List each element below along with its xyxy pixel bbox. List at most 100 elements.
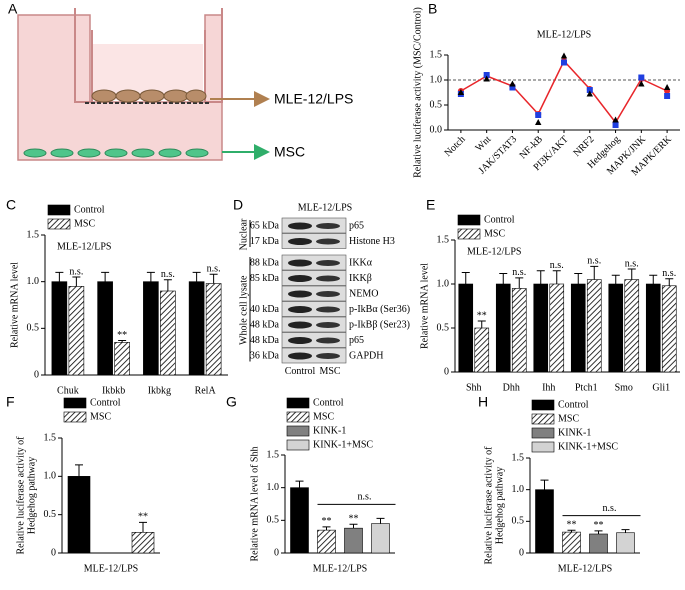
panel-letter: B (428, 1, 437, 17)
legend-swatch (286, 411, 310, 423)
bar (624, 279, 640, 373)
error-bar (499, 272, 508, 284)
bar (661, 285, 677, 373)
legend-label: KINK-1 (558, 427, 591, 438)
x-tick-label: Ikbkg (148, 385, 171, 396)
band (288, 275, 312, 282)
bar (562, 531, 581, 554)
error-bar (540, 479, 549, 490)
y-axis-label: Relative luciferase activity of (483, 446, 494, 565)
y-tick-label: 0.5 (437, 322, 450, 333)
y-tick-label: 1.0 (437, 278, 450, 289)
error-bar (75, 464, 83, 477)
bar (67, 476, 91, 554)
lane-label: Control (285, 366, 316, 377)
legend-swatch (47, 218, 71, 230)
point (561, 59, 567, 66)
protein-label: NEMO (349, 288, 378, 299)
label: MLE-12/LPS (274, 91, 353, 107)
bar (458, 283, 474, 373)
legend-label: KINK-1+MSC (558, 441, 618, 452)
y-axis-label: Hedgehog pathway (494, 467, 505, 544)
point (483, 75, 490, 82)
group-label: Whole cell lysate (238, 275, 249, 345)
panel-letter: C (6, 197, 16, 213)
error-bar (594, 530, 603, 534)
protein-label: GAPDH (349, 350, 383, 361)
point (457, 89, 465, 95)
significance: n.s. (662, 268, 676, 279)
y-tick-label: 0.5 (44, 509, 57, 520)
legend-label: Control (90, 397, 121, 408)
x-tick-label: Notch (443, 134, 468, 159)
legend-swatch (531, 441, 555, 453)
y-axis-label: Relative mRNA level (9, 262, 20, 348)
error-bar (477, 320, 486, 328)
significance: n.s. (207, 263, 221, 274)
y-tick-label: 0.0 (430, 124, 443, 135)
band (288, 259, 312, 267)
legend-swatch (531, 427, 555, 439)
significance: ** (594, 520, 604, 531)
bar (474, 327, 490, 373)
kda-label: 36 kDa (250, 350, 280, 361)
y-tick-label: 0 (51, 547, 56, 558)
protein-label: p-IkBβ (Ser23) (349, 319, 410, 330)
significance: ** (477, 310, 487, 321)
point (612, 116, 619, 123)
panel-letter: E (426, 197, 435, 213)
band (316, 322, 340, 328)
kda-label: 17 kDa (250, 236, 280, 247)
bar (317, 529, 336, 554)
point (560, 52, 568, 59)
band (288, 352, 312, 360)
y-tick-label: 1.0 (267, 482, 280, 493)
legend-swatch (457, 214, 481, 226)
error-bar (72, 276, 81, 287)
legend-swatch (63, 411, 87, 423)
y-tick-label: 1.5 (27, 229, 40, 240)
y-tick-label: 1.5 (512, 452, 525, 463)
bar (131, 531, 155, 554)
point (509, 84, 516, 91)
band (288, 238, 312, 245)
panel-letter: A (8, 1, 18, 17)
protein-label: Histone H3 (349, 236, 395, 247)
point (612, 122, 619, 128)
bar (205, 283, 222, 376)
x-tick-label: Smo (615, 382, 633, 393)
transwell-diagram: A MLE-12/LPS MSC (8, 1, 353, 161)
legend-label: MSC (558, 413, 579, 424)
error-bar (649, 274, 658, 284)
bar (143, 281, 159, 376)
y-tick-label: 1.5 (437, 234, 450, 245)
y-tick-label: 1.0 (27, 276, 40, 287)
kda-label: 88 kDa (250, 257, 280, 268)
bar (114, 342, 130, 376)
y-tick-label: 0 (519, 547, 524, 558)
protein-label: p65 (349, 335, 364, 346)
kda-label: 40 kDa (250, 304, 280, 315)
kda-label: 65 kDa (250, 220, 280, 231)
band (316, 238, 340, 245)
protein-label: p-IkBα (Ser36) (349, 304, 410, 315)
chart-title: MLE-12/LPS (537, 29, 591, 40)
y-axis-label: Relative luciferase activity (MSC/Contro… (412, 7, 423, 178)
chart: C 0 0.5 1.0 1.5 Relative mRNA level MLE-12/LPS… (6, 197, 228, 396)
legend-label: MSC (313, 411, 334, 422)
panel-letter: H (478, 394, 488, 410)
bar (160, 290, 176, 376)
bar (645, 283, 661, 373)
y-tick-label: 0 (444, 366, 449, 377)
error-bar (101, 271, 110, 282)
point (586, 87, 593, 93)
point (535, 112, 542, 118)
y-tick-label: 1.0 (44, 471, 57, 482)
band (288, 290, 312, 298)
legend-swatch (286, 425, 310, 437)
x-tick-label: Wnt (473, 134, 493, 154)
bar (290, 487, 309, 554)
error-bar (55, 271, 64, 282)
kda-label: 85 kDa (250, 273, 280, 284)
